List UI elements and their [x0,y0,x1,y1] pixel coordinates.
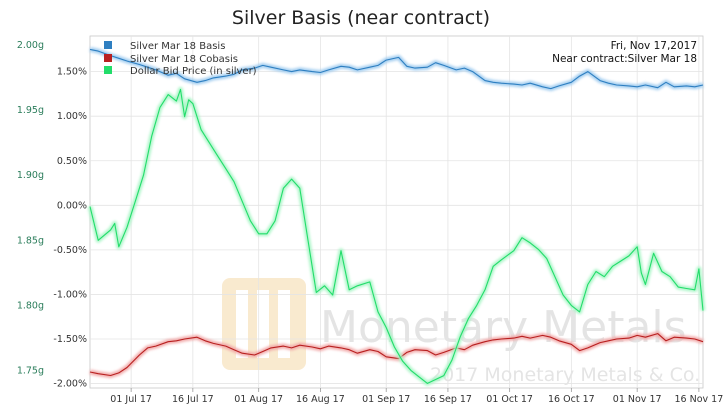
chart-title: Silver Basis (near contract) [232,7,490,29]
watermark-brand: Monetary Metals [320,302,687,353]
legend: Silver Mar 18 Basis Silver Mar 18 Cobasi… [104,41,257,77]
series-group [87,46,706,386]
legend-swatch-basis [104,41,112,49]
grid [90,36,703,388]
y-left-tick-label: 2.00g [17,40,44,51]
y-pct-tick-label: -1.00% [53,289,87,300]
legend-item[interactable]: Silver Mar 18 Cobasis [104,54,238,65]
series-line-dollar-bid-price-in-silver [89,88,704,384]
y-left-tick-label: 1.75g [17,365,44,376]
y-left-tick-label: 1.90g [17,170,44,181]
series-line-silver-mar-18-basis [89,48,704,90]
y-pct-tick-label: 1.50% [57,67,87,78]
y-pct-tick-label: 1.00% [57,111,87,122]
y-left-tick-label: 1.85g [17,235,44,246]
x-tick-label: 01 Aug 17 [234,394,283,405]
legend-swatch-cobasis [104,54,112,62]
legend-item[interactable]: Silver Mar 18 Basis [104,41,225,52]
y-pct-tick-label: 0.50% [57,156,87,167]
x-tick-label: 16 Oct 17 [548,394,595,405]
y-pct-tick-label: -1.50% [53,334,87,345]
watermark-copyright: 2017 Monetary Metals & Co. [430,364,700,386]
x-tick-label: 01 Nov 17 [613,394,662,405]
x-tick-label: 16 Sep 17 [424,394,472,405]
watermark-logo-bar [236,290,248,358]
date-label: Fri, Nov 17,2017 [611,40,697,52]
plot-area [89,35,704,389]
x-tick-label: 16 Nov 17 [675,394,723,405]
contract-label: Near contract:Silver Mar 18 [552,53,697,65]
x-tick-label: 01 Jul 17 [110,394,152,405]
y-pct-tick-label: -0.50% [53,245,87,256]
y-pct-tick-label: 0.00% [57,200,87,211]
watermark: Monetary Metals 2017 Monetary Metals & C… [222,278,700,386]
x-tick-label: 16 Aug 17 [296,394,345,405]
x-tick-label: 01 Sep 17 [362,394,410,405]
watermark-logo-bar [278,290,290,358]
y-left-tick-label: 1.80g [17,300,44,311]
x-tick-label: 16 Jul 17 [172,394,214,405]
legend-swatch-dollar-bid [104,66,112,74]
axes: 01 Jul 17 16 Jul 17 01 Aug 17 16 Aug 17 01 S… [17,40,723,405]
legend-label-basis: Silver Mar 18 Basis [130,41,225,52]
legend-label-dollar-bid: Dollar Bid Price (in silver) [130,66,257,77]
legend-item[interactable]: Dollar Bid Price (in silver) [104,66,257,77]
watermark-logo-bar [257,290,269,358]
legend-label-cobasis: Silver Mar 18 Cobasis [130,54,238,65]
y-left-tick-label: 1.95g [17,105,44,116]
y-pct-tick-label: -2.00% [53,379,87,390]
x-tick-label: 01 Oct 17 [486,394,533,405]
